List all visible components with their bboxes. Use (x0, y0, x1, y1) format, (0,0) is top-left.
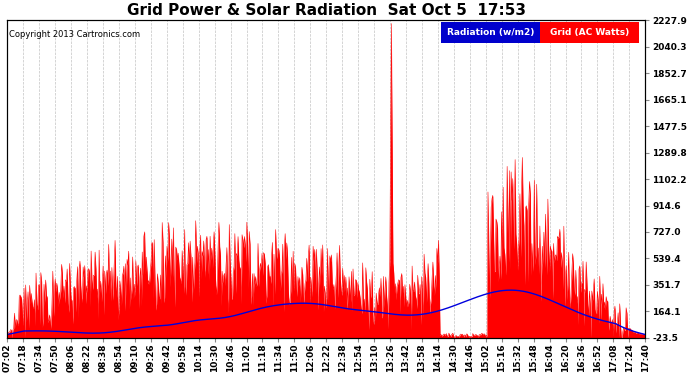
Title: Grid Power & Solar Radiation  Sat Oct 5  17:53: Grid Power & Solar Radiation Sat Oct 5 1… (127, 3, 526, 18)
Text: Copyright 2013 Cartronics.com: Copyright 2013 Cartronics.com (8, 30, 139, 39)
